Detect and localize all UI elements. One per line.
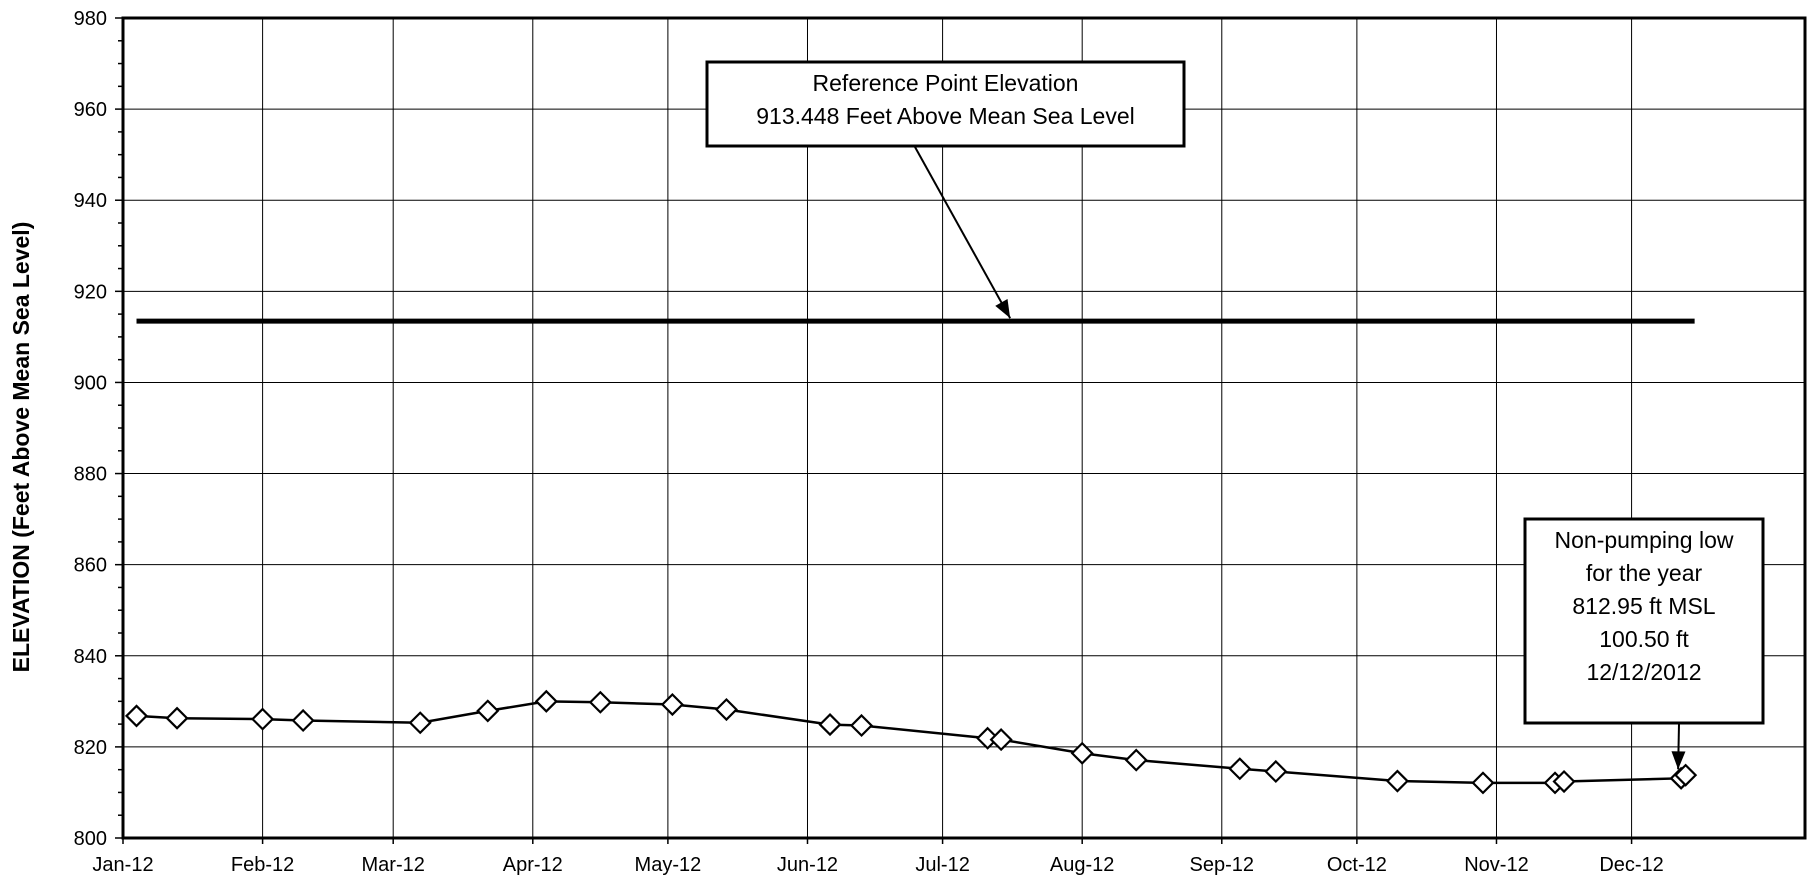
data-point-marker: [1674, 763, 1698, 787]
y-axis-label: ELEVATION (Feet Above Mean Sea Level): [8, 222, 34, 673]
x-tick-label: Nov-12: [1464, 854, 1528, 876]
reference-annotation-arrow-head: [995, 299, 1011, 319]
low-annotation-text: Non-pumping low: [1555, 527, 1734, 553]
reference-annotation-arrow: [914, 146, 1012, 319]
annotations: Reference Point Elevation 913.448 Feet Ab…: [705, 60, 1765, 770]
data-point-marker: [989, 728, 1013, 752]
low-annotation-text: 12/12/2012: [1586, 659, 1701, 685]
data-point-marker: [660, 692, 684, 717]
low-annotation-box: [1523, 517, 1765, 725]
data-point-marker: [534, 689, 558, 713]
data-point-marker: [1471, 771, 1495, 795]
reference-annotation-text: Reference Point Elevation: [813, 70, 1079, 96]
y-tick-label: 840: [74, 646, 107, 668]
y-tick-label: 960: [74, 99, 107, 121]
x-tick-label: Aug-12: [1050, 854, 1115, 876]
data-point-marker: [124, 704, 149, 728]
low-annotation-text: 100.50 ft: [1599, 626, 1689, 652]
low-annotation-text: for the year: [1586, 560, 1703, 586]
data-point-marker: [1124, 748, 1148, 772]
data-point-marker: [1264, 759, 1288, 784]
data-point-marker: [476, 699, 500, 723]
data-point-marker: [1385, 769, 1409, 793]
reference-annotation-box: [705, 60, 1186, 148]
data-point-marker: [818, 713, 842, 737]
data-point-marker: [588, 690, 612, 714]
data-point-marker: [291, 708, 315, 733]
data-point-marker: [408, 711, 432, 735]
data-point-marker: [1552, 769, 1576, 794]
x-tick-label: Jan-12: [92, 854, 153, 876]
x-tick-label: Apr-12: [503, 854, 563, 876]
y-tick-label: 980: [74, 8, 107, 30]
data-point-marker: [251, 707, 275, 731]
plot-frame: [121, 16, 1807, 840]
water-level-line: [136, 700, 1687, 785]
x-tick-label: May-12: [635, 854, 702, 876]
low-annotation-arrow-head: [1671, 751, 1686, 770]
y-tick-label: 940: [74, 190, 107, 212]
data-point-marker: [1070, 741, 1094, 765]
y-tick-label: 800: [74, 828, 107, 850]
x-tick-label: Feb-12: [231, 854, 294, 876]
reference-annotation-text: 913.448 Feet Above Mean Sea Level: [756, 103, 1135, 129]
y-tick-label: 920: [74, 281, 107, 303]
y-tick-label: 900: [74, 372, 107, 394]
x-tick-label: Sep-12: [1190, 854, 1255, 876]
x-tick-label: Oct-12: [1327, 854, 1387, 876]
x-tick-label: Dec-12: [1599, 854, 1663, 876]
x-tick-label: Jul-12: [915, 854, 969, 876]
series-layer: [124, 689, 1698, 795]
data-point-marker: [1228, 757, 1252, 781]
low-annotation-text: 812.95 ft MSL: [1572, 593, 1715, 619]
x-tick-label: Jun-12: [777, 854, 838, 876]
y-tick-label: 820: [74, 737, 107, 759]
x-tick-label: Mar-12: [362, 854, 425, 876]
y-tick-label: 880: [74, 464, 107, 486]
data-point-marker: [849, 713, 874, 738]
data-point-marker: [714, 697, 738, 722]
y-tick-label: 860: [74, 555, 107, 577]
axes: 800 820 840 860 880 900 920 940 960 980 Jan-12 Feb-…: [74, 8, 1807, 876]
data-point-marker: [165, 706, 189, 730]
